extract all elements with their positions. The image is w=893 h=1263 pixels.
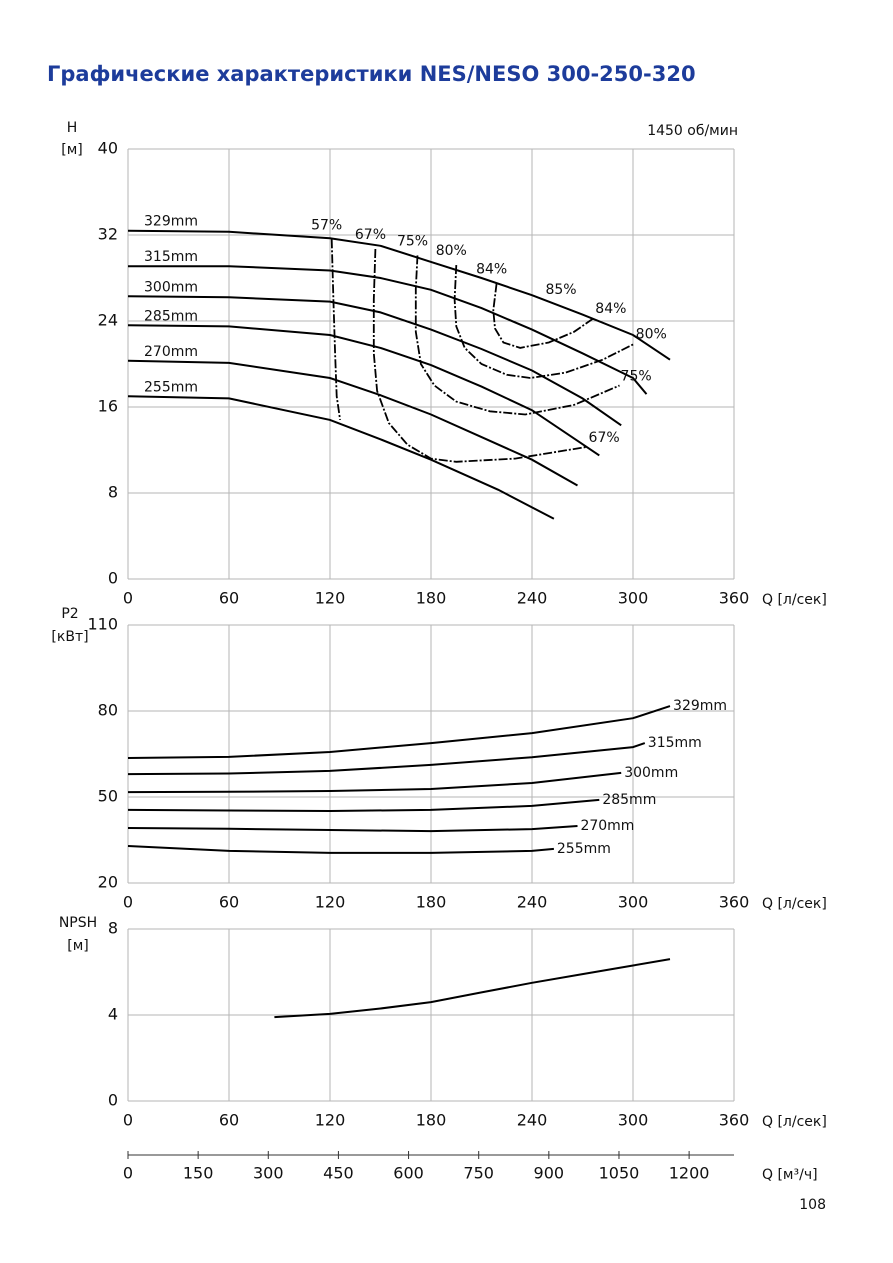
x-tick-label: 180 <box>416 1111 447 1130</box>
speed-label: 1450 об/мин <box>647 123 738 139</box>
efficiency-label: 67% <box>589 430 620 446</box>
x-tick-label: 180 <box>416 589 447 608</box>
x-tick-label: 900 <box>534 1164 565 1183</box>
x-tick-label: 360 <box>719 589 750 608</box>
series-label: 315mm <box>144 249 198 265</box>
efficiency-curve <box>492 283 595 349</box>
x-tick-label: 0 <box>123 893 133 912</box>
x-tick-label: 240 <box>517 1111 548 1130</box>
efficiency-label: 84% <box>476 261 507 277</box>
y-tick-label: 32 <box>98 225 118 244</box>
efficiency-label: 75% <box>397 233 428 249</box>
curve <box>127 295 622 427</box>
efficiency-label: 80% <box>436 243 467 259</box>
y-tick-label: 50 <box>98 787 118 806</box>
curve <box>128 265 648 395</box>
series-label: 329mm <box>144 214 198 230</box>
y-tick-label: 0 <box>108 569 118 588</box>
curve <box>274 958 671 1019</box>
efficiency-curve <box>453 265 636 379</box>
x-axis-label: Q [л/сек] <box>762 592 827 608</box>
y-tick-label: 80 <box>98 701 118 720</box>
efficiency-label: 57% <box>311 217 342 233</box>
curve <box>127 359 578 487</box>
x-tick-label: 120 <box>315 1111 346 1130</box>
curve <box>127 742 646 776</box>
efficiency-curve <box>330 239 341 421</box>
x-tick-label: 360 <box>719 893 750 912</box>
y-tick-label: 40 <box>98 139 118 158</box>
x-tick-label: 450 <box>323 1164 354 1183</box>
y-tick-label: 4 <box>108 1005 118 1024</box>
y-tick-label: 8 <box>108 483 118 502</box>
x-tick-label: 240 <box>517 589 548 608</box>
x-axis-label: Q [м³/ч] <box>762 1167 818 1183</box>
x-tick-label: 120 <box>315 893 346 912</box>
x-tick-label: 1200 <box>669 1164 710 1183</box>
y-tick-label: 16 <box>98 397 118 416</box>
series-label: 285mm <box>602 792 656 808</box>
series-label: 300mm <box>144 279 198 295</box>
y-axis-label: H <box>67 120 78 136</box>
series-label: 285mm <box>144 308 198 324</box>
curve <box>127 395 555 520</box>
efficiency-label: 80% <box>636 327 667 343</box>
x-tick-label: 600 <box>393 1164 424 1183</box>
x-tick-label: 0 <box>123 1111 133 1130</box>
x-tick-label: 60 <box>219 1111 239 1130</box>
series-label: 329mm <box>673 698 727 714</box>
x-tick-label: 300 <box>618 893 649 912</box>
x-tick-label: 60 <box>219 589 239 608</box>
efficiency-curve <box>372 248 588 463</box>
x-tick-label: 300 <box>618 589 649 608</box>
page-title: Графические характеристики NES/NESO 300-… <box>47 62 696 86</box>
x-tick-label: 150 <box>183 1164 214 1183</box>
x-tick-label: 0 <box>123 1164 133 1183</box>
curve <box>127 845 554 854</box>
efficiency-label: 85% <box>545 282 576 298</box>
x-tick-label: 120 <box>315 589 346 608</box>
y-axis-label: [кВт] <box>51 629 88 645</box>
y-tick-label: 0 <box>108 1091 118 1110</box>
x-tick-label: 360 <box>719 1111 750 1130</box>
y-tick-label: 20 <box>98 873 118 892</box>
curve <box>127 771 622 794</box>
y-axis-label: P2 <box>61 606 78 622</box>
x-tick-label: 1050 <box>599 1164 640 1183</box>
series-label: 255mm <box>557 841 611 857</box>
x-tick-label: 240 <box>517 893 548 912</box>
efficiency-curve <box>414 255 620 416</box>
x-tick-label: 300 <box>618 1111 649 1130</box>
y-tick-label: 110 <box>87 615 118 634</box>
efficiency-label: 84% <box>595 301 626 317</box>
x-axis-label: Q [л/сек] <box>762 1114 827 1130</box>
series-label: 270mm <box>580 818 634 834</box>
x-tick-label: 0 <box>123 589 133 608</box>
curve <box>127 798 600 813</box>
efficiency-label: 67% <box>355 227 386 243</box>
x-tick-label: 750 <box>463 1164 494 1183</box>
series-label: 315mm <box>648 735 702 751</box>
y-axis-label: [м] <box>67 938 89 954</box>
series-label: 270mm <box>144 344 198 360</box>
series-label: 300mm <box>624 765 678 781</box>
y-axis-label: [м] <box>61 142 83 158</box>
x-axis-label: Q [л/сек] <box>762 896 827 912</box>
curve <box>127 705 671 759</box>
efficiency-label: 75% <box>621 369 652 385</box>
y-tick-label: 8 <box>108 919 118 938</box>
x-tick-label: 60 <box>219 893 239 912</box>
page-number: 108 <box>799 1197 826 1213</box>
series-label: 255mm <box>144 379 198 395</box>
curve <box>127 324 600 457</box>
y-tick-label: 24 <box>98 311 118 330</box>
curve <box>127 229 671 361</box>
x-tick-label: 300 <box>253 1164 284 1183</box>
x-tick-label: 180 <box>416 893 447 912</box>
y-axis-label: NPSH <box>59 915 97 931</box>
curve <box>127 825 578 833</box>
